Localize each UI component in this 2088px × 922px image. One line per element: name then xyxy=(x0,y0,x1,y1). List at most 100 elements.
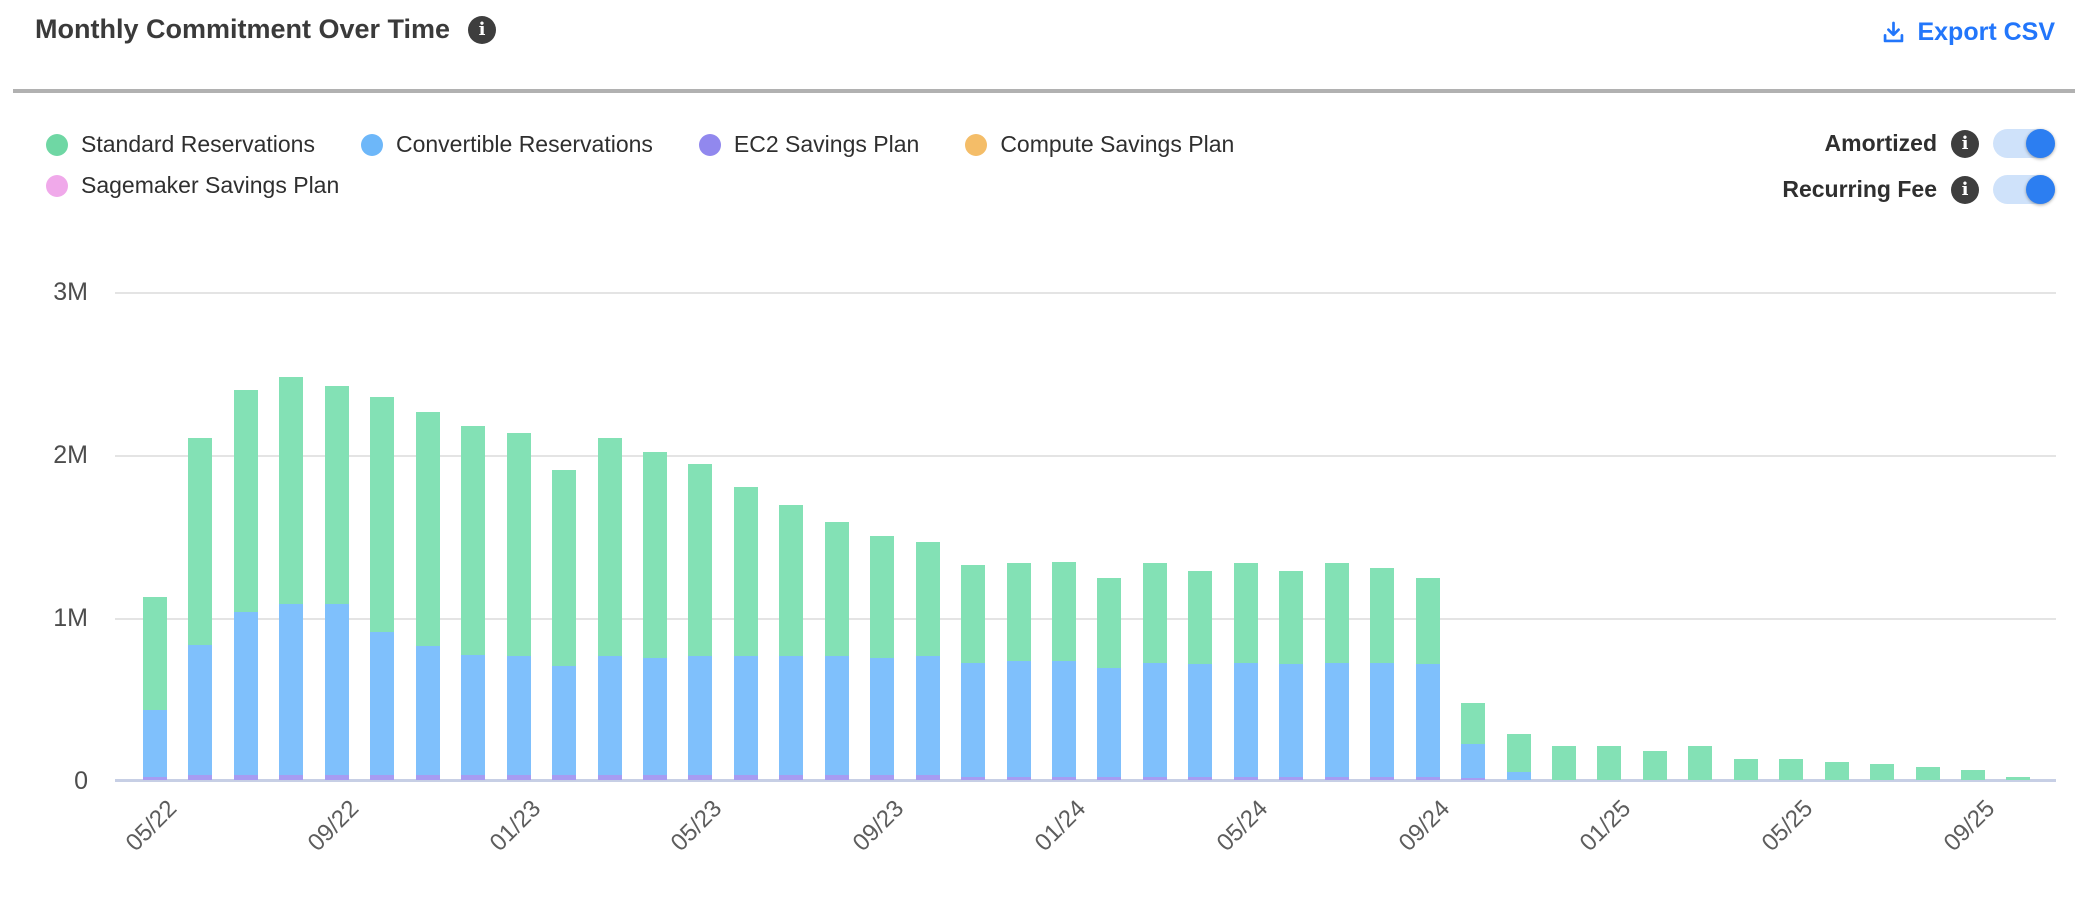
bar-12-22[interactable] xyxy=(461,426,486,780)
bar-segment xyxy=(1915,766,1940,780)
bar-segment xyxy=(733,486,758,657)
bar-segment xyxy=(552,775,577,780)
bar-segment xyxy=(279,775,304,780)
legend-item-ec2-savings-plan[interactable]: EC2 Savings Plan xyxy=(698,131,919,158)
bar-08-22[interactable] xyxy=(279,377,304,780)
bar-segment xyxy=(324,603,349,776)
bar-segment xyxy=(870,657,895,776)
bar-05-22[interactable] xyxy=(143,597,167,780)
bar-segment xyxy=(1415,776,1440,780)
bar-07-25[interactable] xyxy=(1870,763,1895,780)
bar-07-23[interactable] xyxy=(779,504,804,780)
x-axis-tick-09-23: 09/23 xyxy=(847,795,910,857)
bar-segment xyxy=(279,603,304,776)
bar-segment xyxy=(1506,771,1531,780)
amortized-info-icon[interactable]: i xyxy=(1951,129,1979,158)
bar-segment xyxy=(188,775,213,780)
bar-segment xyxy=(1461,703,1486,745)
bar-segment xyxy=(1188,664,1213,777)
bar-segment xyxy=(1052,661,1076,777)
bar-12-24[interactable] xyxy=(1551,745,1576,780)
bar-03-25[interactable] xyxy=(1688,745,1713,780)
bar-09-25[interactable] xyxy=(1961,770,1985,780)
bar-segment xyxy=(415,775,440,780)
title-info-icon[interactable]: i xyxy=(468,15,497,44)
bar-segment xyxy=(188,437,213,645)
recurring-fee-toggle-label: Recurring Fee xyxy=(1782,176,1937,202)
bar-11-23[interactable] xyxy=(961,564,986,780)
bar-10-24[interactable] xyxy=(1461,703,1486,780)
bar-05-23[interactable] xyxy=(688,463,713,780)
bar-segment xyxy=(1279,571,1304,665)
bar-04-25[interactable] xyxy=(1733,758,1758,780)
x-axis-tick-01-23: 01/23 xyxy=(484,795,546,857)
download-icon xyxy=(1884,21,1904,43)
bar-segment xyxy=(1006,661,1031,777)
header-divider xyxy=(13,89,2075,93)
legend-item-sagemaker-savings-plan[interactable]: Sagemaker Savings Plan xyxy=(46,172,339,199)
legend-item-convertible-reservations[interactable]: Convertible Reservations xyxy=(360,131,653,158)
bar-10-23[interactable] xyxy=(915,542,940,780)
bar-04-24[interactable] xyxy=(1188,571,1213,780)
bar-02-23[interactable] xyxy=(552,470,577,780)
x-axis-line xyxy=(115,779,2056,782)
bar-segment xyxy=(370,775,395,780)
bar-segment xyxy=(461,775,486,780)
bar-10-22[interactable] xyxy=(370,396,395,780)
bar-06-25[interactable] xyxy=(1824,762,1849,780)
bar-segment xyxy=(870,775,895,780)
bar-segment xyxy=(1142,563,1167,663)
page-title: Monthly Commitment Over Time xyxy=(35,14,451,44)
bar-09-24[interactable] xyxy=(1415,577,1440,780)
legend-item-compute-savings-plan[interactable]: Compute Savings Plan xyxy=(965,131,1234,158)
legend-label: Convertible Reservations xyxy=(395,131,653,157)
bar-12-23[interactable] xyxy=(1006,563,1031,780)
bar-07-24[interactable] xyxy=(1324,563,1349,780)
bar-02-25[interactable] xyxy=(1642,750,1667,780)
bar-01-23[interactable] xyxy=(506,432,531,780)
bar-04-23[interactable] xyxy=(642,452,667,780)
plot-area: 05/22 09/22 01/23 05/23 09/23 01/24 05/24 09/24… xyxy=(115,292,2056,857)
bar-03-24[interactable] xyxy=(1142,563,1167,780)
bar-01-25[interactable] xyxy=(1597,745,1622,780)
bar-segment xyxy=(824,656,849,776)
bar-08-24[interactable] xyxy=(1370,568,1395,780)
bar-11-24[interactable] xyxy=(1506,734,1531,780)
bar-segment xyxy=(324,775,349,780)
bar-06-23[interactable] xyxy=(733,486,758,780)
bar-segment xyxy=(1961,770,1985,780)
bar-segment xyxy=(642,452,667,658)
amortized-toggle-knob xyxy=(2026,129,2055,158)
bar-segment xyxy=(506,775,531,780)
bar-11-22[interactable] xyxy=(415,411,440,780)
export-csv-button[interactable]: Export CSV xyxy=(1880,18,2055,47)
bar-segment xyxy=(461,426,486,655)
bar-06-24[interactable] xyxy=(1279,571,1304,780)
bar-10-25[interactable] xyxy=(2006,776,2031,780)
bar-segment xyxy=(824,775,849,780)
bar-segment xyxy=(642,657,667,776)
bar-08-23[interactable] xyxy=(824,522,849,780)
recurring-fee-info-icon[interactable]: i xyxy=(1951,175,1979,204)
legend-item-standard-reservations[interactable]: Standard Reservations xyxy=(46,131,315,158)
bar-segment xyxy=(1097,667,1122,777)
recurring-fee-toggle[interactable] xyxy=(1993,175,2055,204)
bar-07-22[interactable] xyxy=(233,390,258,780)
bar-segment xyxy=(1006,776,1031,780)
bar-05-24[interactable] xyxy=(1233,563,1258,780)
bar-segment xyxy=(1324,563,1349,663)
x-axis-tick-05-22: 05/22 xyxy=(120,795,183,857)
bar-05-25[interactable] xyxy=(1779,758,1804,780)
amortized-toggle[interactable] xyxy=(1993,129,2055,158)
bar-08-25[interactable] xyxy=(1915,766,1940,780)
bar-02-24[interactable] xyxy=(1097,577,1122,780)
bar-09-22[interactable] xyxy=(324,385,349,780)
bar-segment xyxy=(1642,750,1667,780)
bar-06-22[interactable] xyxy=(188,437,213,780)
bar-03-23[interactable] xyxy=(597,437,622,780)
bar-segment xyxy=(1142,776,1167,780)
bar-01-24[interactable] xyxy=(1052,561,1076,780)
bar-segment xyxy=(1779,758,1804,780)
bar-09-23[interactable] xyxy=(870,535,895,780)
bar-segment xyxy=(961,564,986,663)
